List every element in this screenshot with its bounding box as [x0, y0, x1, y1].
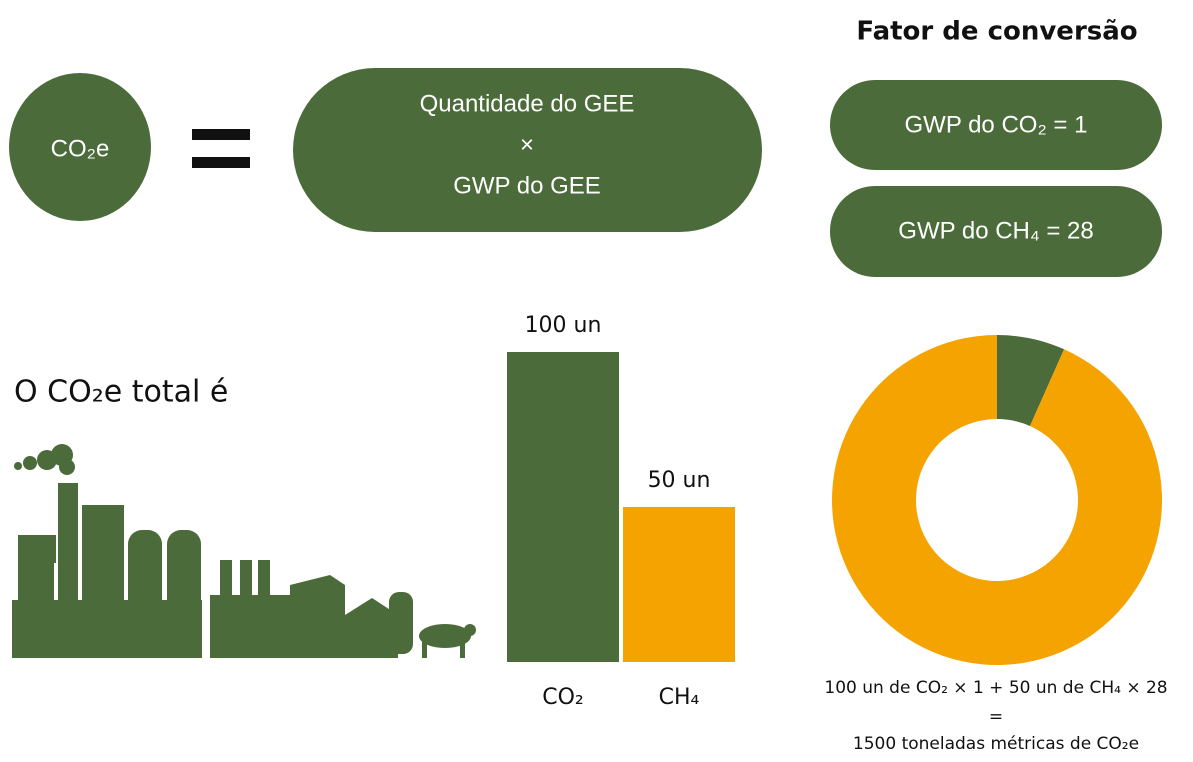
- factor-text: GWP do CH₄ = 28: [898, 217, 1093, 244]
- co2e-label: CO₂e: [51, 135, 110, 162]
- title: Fator de conversão: [856, 17, 1137, 47]
- infographic: Fator de conversão CO₂e Quantidade do GE…: [0, 0, 1193, 762]
- total-label: O CO₂e total é: [14, 375, 228, 410]
- equals-bottom: [192, 157, 250, 168]
- factor-text: GWP do CO₂ = 1: [905, 111, 1088, 138]
- operator: ×: [520, 131, 534, 158]
- formula-equals: =: [989, 707, 1003, 727]
- bar: [507, 352, 619, 662]
- donut-slice: [832, 335, 1162, 665]
- gwp-text: GWP do GEE: [453, 172, 601, 199]
- bar-value-label: 100 un: [525, 313, 602, 338]
- bar-value-label: 50 un: [648, 468, 711, 493]
- factory-illustration: [12, 444, 476, 658]
- equals-top: [192, 129, 250, 140]
- formula-line: 100 un de CO₂ × 1 + 50 un de CH₄ × 28: [824, 678, 1167, 698]
- bar: [623, 507, 735, 662]
- formula-result: 1500 toneladas métricas de CO₂e: [853, 734, 1139, 754]
- bar-category-label: CO₂: [542, 685, 584, 710]
- bar-category-label: CH₄: [659, 685, 700, 710]
- quantity-text: Quantidade do GEE: [420, 90, 635, 117]
